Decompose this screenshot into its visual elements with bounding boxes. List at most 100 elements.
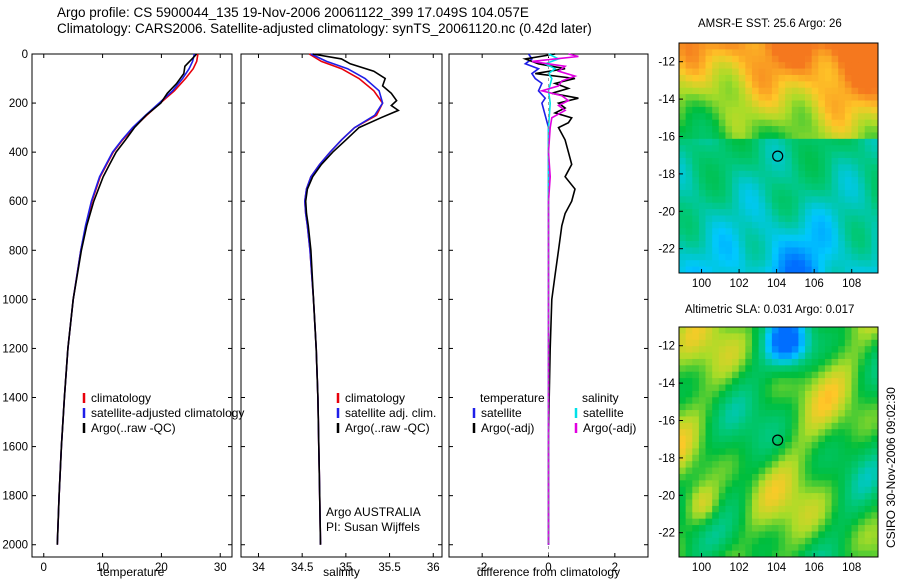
heatmap-cell bbox=[864, 81, 872, 89]
heatmap-cell bbox=[692, 189, 700, 197]
heatmap-cell bbox=[858, 518, 866, 526]
heatmap-cell bbox=[718, 448, 726, 456]
heatmap-cell bbox=[725, 106, 733, 114]
heatmap-cell bbox=[838, 435, 846, 443]
heatmap-cell bbox=[685, 416, 693, 424]
heatmap-cell bbox=[758, 202, 766, 210]
heatmap-cell bbox=[805, 416, 813, 424]
heatmap-cell bbox=[824, 215, 832, 223]
heatmap-cell bbox=[685, 525, 693, 532]
heatmap-cell bbox=[824, 346, 832, 353]
heatmap-cell bbox=[824, 525, 832, 532]
heatmap-cell bbox=[851, 138, 859, 146]
heatmap-cell bbox=[732, 550, 740, 558]
heatmap-cell bbox=[758, 209, 766, 216]
heatmap-cell bbox=[778, 266, 786, 274]
heatmap-cell bbox=[824, 537, 832, 545]
heatmap-cell bbox=[751, 228, 759, 236]
y-tick-label: 0 bbox=[22, 49, 28, 61]
heatmap-cell bbox=[864, 454, 872, 462]
heatmap-cell bbox=[844, 352, 852, 360]
heatmap-cell bbox=[824, 422, 832, 430]
sst-map-title: AMSR-E SST: 25.6 Argo: 26 bbox=[698, 18, 842, 30]
heatmap-cell bbox=[705, 241, 713, 248]
heatmap-cell bbox=[831, 435, 839, 443]
heatmap-cell bbox=[732, 74, 740, 82]
heatmap-cell bbox=[765, 49, 773, 57]
heatmap-cell bbox=[725, 87, 733, 95]
heatmap-cell bbox=[831, 410, 839, 417]
heatmap-cell bbox=[712, 397, 720, 405]
heatmap-cell bbox=[785, 87, 793, 95]
heatmap-cell bbox=[732, 158, 740, 165]
heatmap-cell bbox=[712, 339, 720, 347]
heatmap-cell bbox=[791, 544, 799, 552]
heatmap-cell bbox=[771, 550, 779, 558]
heatmap-cell bbox=[824, 247, 832, 255]
heatmap-cell bbox=[798, 247, 806, 255]
heatmap-cell bbox=[785, 241, 793, 248]
heatmap-cell bbox=[712, 518, 720, 526]
x-tick-label: 20 bbox=[155, 562, 168, 574]
heatmap-cell bbox=[765, 416, 773, 424]
heatmap-cell bbox=[705, 422, 713, 430]
heatmap-cell bbox=[858, 228, 866, 236]
heatmap-cell bbox=[844, 493, 852, 500]
heatmap-cell bbox=[732, 480, 740, 488]
heatmap-cell bbox=[738, 365, 746, 373]
heatmap-cell bbox=[844, 132, 852, 140]
heatmap-cell bbox=[844, 183, 852, 191]
heatmap-cell bbox=[732, 55, 740, 63]
heatmap-cell bbox=[712, 365, 720, 373]
heatmap-cell bbox=[712, 512, 720, 520]
heatmap-cell bbox=[718, 461, 726, 468]
pi-name-label: PI: Susan Wijffels bbox=[326, 520, 420, 534]
heatmap-cell bbox=[725, 170, 733, 178]
heatmap-cell bbox=[732, 467, 740, 475]
heatmap-cell bbox=[798, 442, 806, 449]
heatmap-cell bbox=[858, 209, 866, 216]
heatmap-cell bbox=[778, 62, 786, 69]
heatmap-cell bbox=[705, 170, 713, 178]
heatmap-cell bbox=[758, 499, 766, 507]
heatmap-cell bbox=[718, 518, 726, 526]
heatmap-cell bbox=[725, 371, 733, 379]
heatmap-cell bbox=[791, 512, 799, 520]
heatmap-cell bbox=[698, 358, 706, 366]
heatmap-cell bbox=[692, 480, 700, 488]
heatmap-cell bbox=[851, 416, 859, 424]
heatmap-cell bbox=[765, 493, 773, 500]
heatmap-cell bbox=[824, 196, 832, 204]
heatmap-cell bbox=[712, 544, 720, 552]
heatmap-cell bbox=[732, 43, 740, 50]
heatmap-cell bbox=[745, 151, 753, 159]
heatmap-cell bbox=[778, 253, 786, 261]
heatmap-cell bbox=[765, 247, 773, 255]
heatmap-cell bbox=[824, 100, 832, 108]
heatmap-cell bbox=[785, 486, 793, 494]
heatmap-cell bbox=[838, 43, 846, 50]
heatmap-cell bbox=[838, 202, 846, 210]
heatmap-cell bbox=[844, 339, 852, 347]
heatmap-cell bbox=[818, 43, 826, 50]
heatmap-cell bbox=[685, 209, 693, 216]
heatmap-cell bbox=[785, 138, 793, 146]
heatmap-cell bbox=[778, 196, 786, 204]
heatmap-cell bbox=[805, 189, 813, 197]
x-tick-label: 30 bbox=[214, 562, 227, 574]
heatmap-cell bbox=[805, 202, 813, 210]
heatmap-cell bbox=[685, 403, 693, 411]
heatmap-cell bbox=[732, 390, 740, 398]
heatmap-cell bbox=[791, 260, 799, 268]
heatmap-cell bbox=[785, 49, 793, 57]
heatmap-cell bbox=[838, 55, 846, 63]
heatmap-cell bbox=[718, 544, 726, 552]
heatmap-cell bbox=[824, 448, 832, 456]
heatmap-cell bbox=[818, 126, 826, 133]
heatmap-cell bbox=[771, 132, 779, 140]
heatmap-cell bbox=[698, 43, 706, 50]
heatmap-cell bbox=[692, 499, 700, 507]
heatmap-cell bbox=[758, 241, 766, 248]
heatmap-cell bbox=[679, 352, 687, 360]
heatmap-cell bbox=[718, 151, 726, 159]
